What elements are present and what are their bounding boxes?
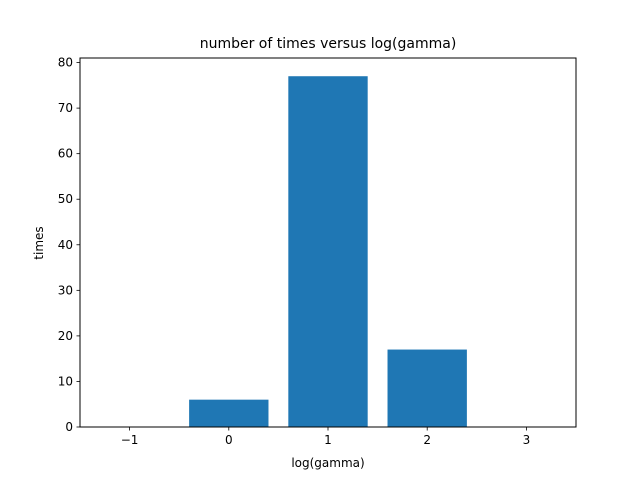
y-tick-label: 80 (58, 56, 73, 70)
chart-title: number of times versus log(gamma) (200, 36, 457, 52)
x-axis: −1 0 1 2 3 (121, 427, 530, 447)
bar-2 (288, 76, 368, 427)
y-tick-label: 50 (58, 192, 73, 206)
y-tick-label: 30 (58, 283, 73, 297)
y-tick-label: 60 (58, 147, 73, 161)
y-tick-label: 40 (58, 238, 73, 252)
bars-group (189, 76, 467, 427)
x-tick-label: 3 (523, 433, 531, 447)
y-axis-label: times (32, 226, 46, 259)
y-axis: 0 10 20 30 40 50 60 70 80 (58, 56, 80, 434)
y-tick-label: 0 (65, 420, 73, 434)
bar-3 (387, 349, 467, 427)
y-tick-label: 20 (58, 329, 73, 343)
x-tick-label: 1 (324, 433, 332, 447)
y-tick-label: 10 (58, 374, 73, 388)
y-tick-label: 70 (58, 101, 73, 115)
x-axis-label: log(gamma) (291, 456, 364, 470)
x-tick-label: 2 (423, 433, 431, 447)
x-tick-label: 0 (225, 433, 233, 447)
bar-1 (189, 399, 269, 427)
x-tick-label: −1 (121, 433, 139, 447)
